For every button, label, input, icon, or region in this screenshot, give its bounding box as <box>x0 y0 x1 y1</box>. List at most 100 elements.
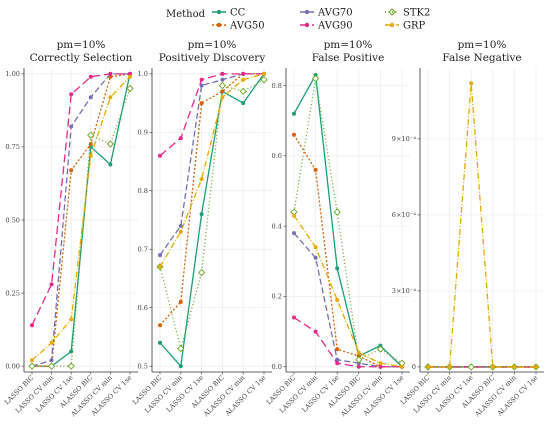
legend-key-marker <box>389 22 395 28</box>
legend-label-cc: CC <box>230 8 246 19</box>
ytick-label: 1.00 <box>5 70 20 78</box>
data-point <box>239 87 247 96</box>
ytick-label: 3×10⁻⁴ <box>392 287 417 295</box>
series-line-avg90 <box>31 73 130 326</box>
legend-key-marker <box>304 9 310 15</box>
data-point <box>30 323 34 328</box>
data-point <box>199 101 204 106</box>
series-line-cc <box>293 74 403 368</box>
panel-title: pm=10% <box>188 39 237 51</box>
panel-subtitle: Correctly Selection <box>30 52 133 64</box>
data-point <box>490 364 495 369</box>
series-line-grp <box>31 76 131 361</box>
data-point <box>335 361 340 366</box>
legend-item-avg70: AVG70 <box>300 8 353 19</box>
data-point <box>69 168 74 173</box>
data-point <box>335 297 340 302</box>
data-point <box>262 71 266 76</box>
data-point <box>49 282 54 287</box>
data-point <box>178 136 183 141</box>
data-point <box>292 315 296 320</box>
series-stk2 <box>290 74 406 367</box>
data-point <box>67 362 75 370</box>
series-cc <box>292 73 404 369</box>
ytick-label: 0.75 <box>5 143 20 151</box>
data-point <box>88 74 93 79</box>
series-line-cc <box>159 73 265 367</box>
series-cc <box>158 71 266 369</box>
legend-key-marker <box>216 22 222 28</box>
data-point <box>292 213 296 218</box>
legend-label-grp: GRP <box>403 21 426 32</box>
panel-3: pm=10%False Positive0.00.20.40.60.8LASSO… <box>265 39 410 419</box>
ytick-label: 1.0 <box>138 70 149 78</box>
ytick-label: 0.00 <box>5 362 20 370</box>
data-point <box>158 264 162 269</box>
series-line-avg70 <box>293 232 402 368</box>
data-point <box>426 364 430 369</box>
series-line-grp <box>293 215 403 368</box>
data-point <box>356 350 361 355</box>
series-line-grp <box>159 73 265 268</box>
panel-subtitle: False Positive <box>312 52 385 64</box>
data-point <box>292 231 296 236</box>
data-point <box>467 363 475 371</box>
data-point <box>534 364 538 369</box>
ytick-label: 0.5 <box>138 362 149 370</box>
data-point <box>512 364 517 369</box>
series-line-stk2 <box>293 77 403 364</box>
legend-label-avg50: AVG50 <box>229 21 265 32</box>
series-avg70 <box>292 231 404 369</box>
legend-item-avg90: AVG90 <box>300 21 353 32</box>
legend-key-marker <box>304 22 310 28</box>
data-point <box>128 71 132 76</box>
data-point <box>199 77 204 82</box>
data-point <box>447 364 452 369</box>
panel-title: pm=10% <box>458 39 507 51</box>
xtick-label: ALASSO CV 1se <box>495 374 539 418</box>
series-avg70 <box>158 71 266 258</box>
series-avg50 <box>158 71 266 328</box>
legend-label-avg90: AVG90 <box>317 21 353 32</box>
series-avg90 <box>158 71 266 158</box>
data-point <box>241 71 246 76</box>
data-point <box>241 101 246 106</box>
data-point <box>178 299 183 304</box>
data-point <box>199 83 204 88</box>
legend-label-avg70: AVG70 <box>317 8 353 19</box>
panel-title: pm=10% <box>57 39 106 51</box>
data-point <box>220 95 225 100</box>
data-point <box>87 131 95 139</box>
panel-subtitle: False Negative <box>442 52 521 64</box>
data-point <box>126 84 134 93</box>
legend-label-stk2: STK2 <box>403 8 430 19</box>
series-line-stk2 <box>159 79 265 350</box>
data-point <box>108 95 113 100</box>
data-point <box>313 167 318 172</box>
data-point <box>30 358 34 363</box>
ytick-label: 0.6 <box>138 304 149 312</box>
ytick-label: 0.7 <box>138 246 149 254</box>
ytick-label: 0.8 <box>272 82 283 90</box>
ytick-label: 0.25 <box>5 289 20 297</box>
series-grp <box>158 71 266 269</box>
legend-key-marker <box>388 8 396 16</box>
data-point <box>108 71 113 76</box>
data-point <box>69 124 74 129</box>
data-point <box>178 229 183 234</box>
series-avg90 <box>30 71 132 328</box>
legend-item-grp: GRP <box>385 21 426 32</box>
data-point <box>128 74 132 79</box>
data-point <box>335 347 340 352</box>
series-grp <box>426 81 538 369</box>
data-point <box>400 364 404 369</box>
series-line-avg90 <box>159 73 264 157</box>
ytick-label: 0.6 <box>272 152 283 160</box>
ytick-label: 6×10⁻⁴ <box>392 211 417 219</box>
data-point <box>333 208 341 216</box>
data-point <box>197 268 206 277</box>
data-point <box>469 81 474 86</box>
data-point <box>158 323 162 328</box>
data-point <box>106 140 115 148</box>
legend: Method CC AVG50 AVG70 AVG90 STK2 GRP <box>166 8 430 32</box>
